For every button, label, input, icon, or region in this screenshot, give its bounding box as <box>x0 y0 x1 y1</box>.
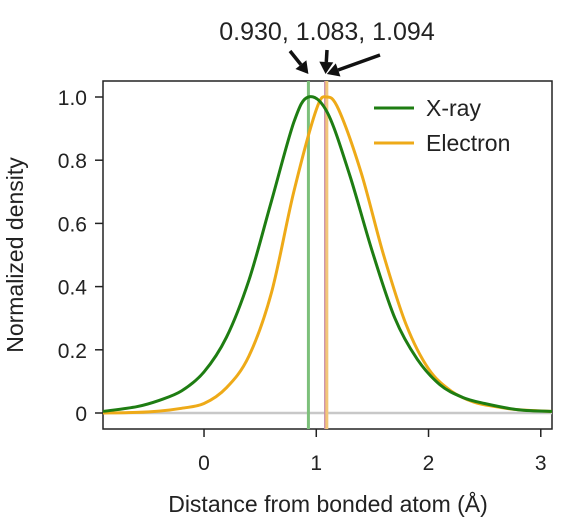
annotation-arrowhead <box>295 60 309 74</box>
x-tick-label: 2 <box>423 452 435 475</box>
y-tick-label: 1.0 <box>58 87 87 110</box>
y-tick-label: 0.6 <box>58 213 87 236</box>
annotation-arrow <box>288 49 303 66</box>
y-tick-label: 0 <box>75 403 87 426</box>
annotation-arrow <box>337 53 381 72</box>
x-axis-label: Distance from bonded atom (Å) <box>168 490 488 517</box>
x-tick-label: 1 <box>310 452 322 475</box>
y-tick-label: 0.2 <box>58 340 87 363</box>
legend-label-electron: Electron <box>426 130 510 156</box>
x-tick-label: 0 <box>198 452 210 475</box>
annotation-label: 0.930, 1.083, 1.094 <box>219 18 435 46</box>
series-line-xray <box>102 95 553 413</box>
y-tick-label: 0.8 <box>58 150 87 173</box>
annotation-arrowhead <box>319 61 334 74</box>
y-axis-label: Normalized density <box>2 157 28 353</box>
legend: X-ray Electron <box>374 95 510 156</box>
annotation-arrowhead <box>326 63 341 77</box>
y-tick-label: 0.4 <box>58 277 88 300</box>
x-tick-label: 3 <box>535 452 547 475</box>
legend-label-xray: X-ray <box>426 95 481 121</box>
annotation-arrow <box>324 49 329 63</box>
